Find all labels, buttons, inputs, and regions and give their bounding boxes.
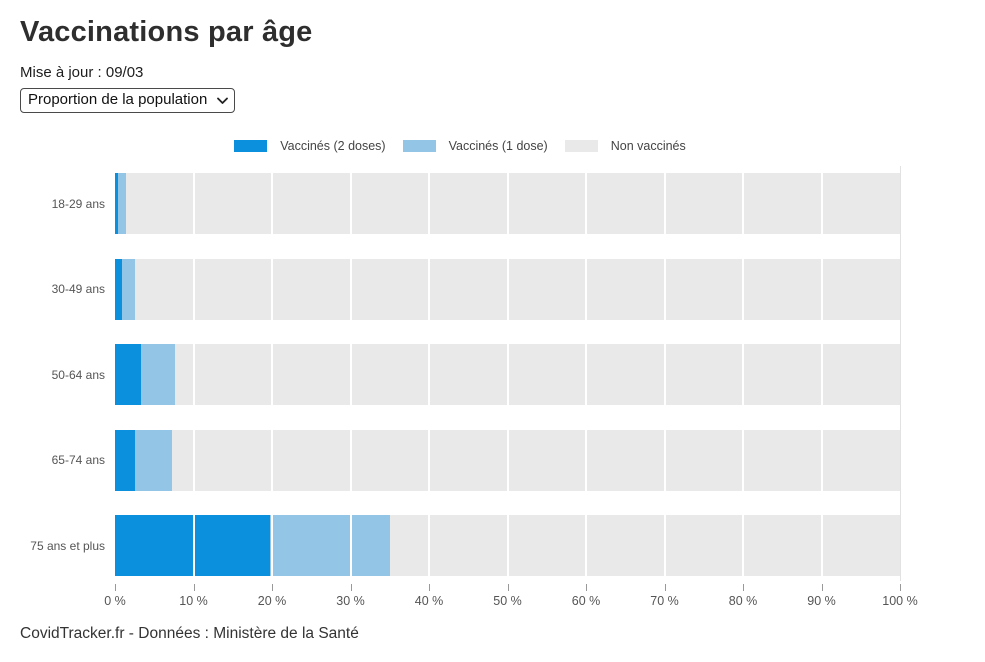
x-axis-tick <box>821 584 823 591</box>
chart-figure: Vaccinés (2 doses) Vaccinés (1 dose) Non v… <box>20 139 918 615</box>
bar-track <box>115 515 900 576</box>
x-axis-tick-label: 70 % <box>650 594 679 608</box>
plot-edge-line <box>900 166 901 581</box>
chart-row-75-ans-et-plus: 75 ans et plus <box>20 515 900 576</box>
x-axis-tick-label: 0 % <box>104 594 126 608</box>
chart-row-65-74-ans: 65-74 ans <box>20 429 900 491</box>
updated-date: Mise à jour : 09/03 <box>20 64 144 81</box>
page-title: Vaccinations par âge <box>20 16 313 48</box>
legend-swatch-vaccines-2-doses <box>234 140 268 152</box>
bar-segment-vaccines-2-doses[interactable] <box>115 429 136 491</box>
x-axis-tick-label: 60 % <box>571 594 601 608</box>
legend-item-vaccines-2-doses[interactable]: Vaccinés (2 doses) <box>234 139 386 153</box>
bar-segment-non-vaccines[interactable] <box>135 258 900 320</box>
bar-track <box>115 173 900 234</box>
y-axis-label: 75 ans et plus <box>30 538 105 553</box>
legend-label: Vaccinés (2 doses) <box>280 139 386 153</box>
x-axis-tick-label: 40 % <box>414 594 444 608</box>
x-axis-tick <box>193 584 195 591</box>
legend-label: Non vaccinés <box>610 139 686 153</box>
metric-select[interactable]: Proportion de la population <box>20 88 235 113</box>
legend-item-non-vaccines[interactable]: Non vaccinés <box>564 139 686 153</box>
x-axis-tick <box>350 584 352 591</box>
y-axis-label: 18-29 ans <box>51 196 105 211</box>
bar-segment-vaccines-1-dose[interactable] <box>135 429 172 491</box>
chart-row-18-29-ans: 18-29 ans <box>20 173 900 234</box>
bar-segment-vaccines-1-dose[interactable] <box>270 515 390 576</box>
x-axis-tick <box>272 584 273 591</box>
bar-segment-vaccines-1-dose[interactable] <box>122 258 136 320</box>
chart-legend: Vaccinés (2 doses) Vaccinés (1 dose) Non v… <box>20 139 900 153</box>
x-axis-tick <box>743 584 744 591</box>
metric-select-wrap: Proportion de la population <box>20 88 235 113</box>
bar-segment-non-vaccines[interactable] <box>389 515 900 576</box>
bar-track <box>115 429 900 491</box>
y-axis-label: 50-64 ans <box>51 367 105 382</box>
x-axis-tick <box>586 584 587 591</box>
x-axis-tick-label: 20 % <box>257 594 287 608</box>
x-axis-tick <box>115 584 116 591</box>
chart-row-50-64-ans: 50-64 ans <box>20 344 900 405</box>
x-axis-tick-label: 10 % <box>179 594 208 608</box>
bar-segment-non-vaccines[interactable] <box>125 173 900 234</box>
x-axis-tick <box>429 584 430 591</box>
legend-label: Vaccinés (1 dose) <box>448 139 548 153</box>
bar-segment-vaccines-2-doses[interactable] <box>115 173 119 234</box>
x-axis-tick <box>664 584 666 591</box>
bar-segment-vaccines-1-dose[interactable] <box>118 173 126 234</box>
chart-row-30-49-ans: 30-49 ans <box>20 258 900 320</box>
bar-segment-non-vaccines[interactable] <box>171 429 900 491</box>
legend-item-vaccines-1-dose[interactable]: Vaccinés (1 dose) <box>402 139 548 153</box>
x-axis-tick-label: 80 % <box>728 594 758 608</box>
source-attribution: CovidTracker.fr - Données : Ministère de… <box>20 625 359 642</box>
legend-swatch-vaccines-1-dose <box>402 140 436 152</box>
x-axis-tick-label: 50 % <box>493 594 522 608</box>
x-axis: 0 % 10 % 20 % 30 % 40 % 50 % 60 % 70 % 80 % 90 % 1… <box>104 581 918 615</box>
bar-segment-vaccines-1-dose[interactable] <box>140 344 176 405</box>
bar-segment-vaccines-2-doses[interactable] <box>115 344 141 405</box>
plot-area: 18-29 ans 30-49 ans 50-64 ans 65-74 ans 75 a… <box>20 166 901 581</box>
x-axis-tick <box>900 584 901 591</box>
x-axis-tick-label: 90 % <box>807 594 836 608</box>
x-axis-tick <box>507 584 509 591</box>
bar-rows: 18-29 ans 30-49 ans 50-64 ans 65-74 ans 75 a… <box>20 166 900 581</box>
bar-track <box>115 258 900 320</box>
bar-segment-non-vaccines[interactable] <box>175 344 900 405</box>
y-axis-label: 65-74 ans <box>51 453 105 467</box>
legend-swatch-non-vaccines <box>564 140 598 152</box>
y-axis-label: 30-49 ans <box>51 282 105 296</box>
bar-segment-vaccines-2-doses[interactable] <box>115 258 123 320</box>
x-axis-tick-label: 30 % <box>336 594 365 608</box>
bar-track <box>115 344 900 405</box>
bar-segment-vaccines-2-doses[interactable] <box>115 515 271 576</box>
x-axis-tick-label: 100 % <box>882 594 918 608</box>
